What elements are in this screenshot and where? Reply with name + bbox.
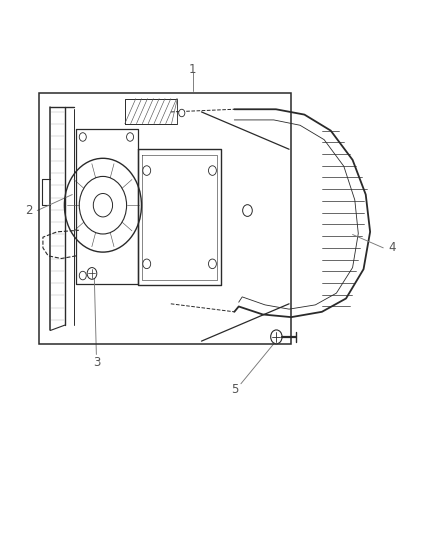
Circle shape xyxy=(143,259,151,269)
Circle shape xyxy=(243,205,252,216)
Circle shape xyxy=(179,109,185,117)
Circle shape xyxy=(79,271,86,280)
Circle shape xyxy=(208,166,216,175)
Circle shape xyxy=(87,268,97,279)
Circle shape xyxy=(208,259,216,269)
Circle shape xyxy=(271,330,282,344)
Text: 3: 3 xyxy=(93,356,100,369)
Circle shape xyxy=(127,133,134,141)
Text: 5: 5 xyxy=(231,383,238,395)
Circle shape xyxy=(79,133,86,141)
Text: 4: 4 xyxy=(388,241,396,254)
Text: 1: 1 xyxy=(189,63,197,76)
Circle shape xyxy=(143,166,151,175)
Text: 2: 2 xyxy=(25,204,32,217)
Bar xyxy=(39,93,291,344)
